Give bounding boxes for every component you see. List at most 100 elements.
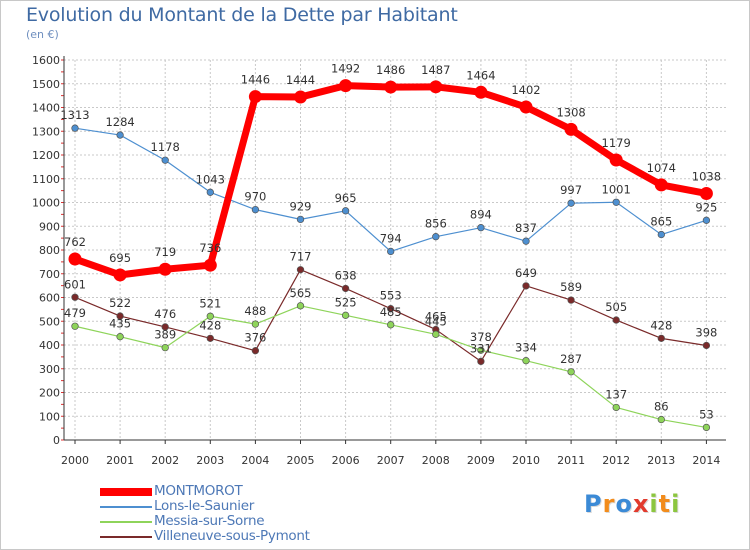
x-tick-label: 2000 [61, 454, 89, 467]
y-tick-label: 500 [39, 315, 60, 328]
data-point [612, 403, 620, 412]
y-tick-label: 1300 [32, 125, 60, 138]
data-label: 1284 [105, 115, 134, 129]
data-label: 1492 [331, 62, 360, 76]
data-label: 736 [199, 241, 221, 255]
data-label: 505 [605, 300, 627, 314]
legend-swatch [100, 488, 152, 496]
data-point [567, 368, 575, 376]
data-point [522, 282, 530, 290]
data-point [341, 311, 350, 319]
data-label: 589 [560, 280, 582, 294]
y-tick-label: 200 [39, 387, 60, 400]
y-tick-label: 600 [39, 292, 60, 305]
data-label: 1074 [647, 161, 676, 175]
data-label: 86 [654, 400, 669, 414]
y-tick-label: 0 [53, 434, 60, 447]
data-point [432, 330, 440, 338]
x-tick-label: 2006 [332, 454, 360, 467]
data-point [161, 343, 169, 352]
data-point [612, 198, 620, 206]
data-point [702, 423, 711, 432]
data-point [474, 85, 488, 99]
data-point [206, 334, 214, 343]
x-tick-label: 2004 [241, 454, 269, 467]
data-point [251, 320, 260, 328]
data-point [432, 233, 440, 241]
proxiti-logo: Proxiti [584, 490, 681, 518]
x-tick-label: 2002 [151, 454, 179, 467]
data-point [341, 284, 350, 293]
data-label: 929 [290, 199, 312, 213]
data-point [206, 312, 214, 320]
y-tick-label: 900 [39, 220, 60, 233]
data-label: 378 [470, 330, 492, 344]
x-tick-label: 2012 [602, 454, 630, 467]
data-point [251, 205, 260, 214]
data-label: 445 [425, 314, 447, 328]
data-point [519, 100, 533, 114]
data-point [702, 341, 711, 350]
data-label: 435 [109, 317, 131, 331]
data-label: 719 [154, 245, 176, 259]
legend-label: Lons-le-Saunier [154, 498, 254, 514]
data-point [477, 346, 485, 354]
data-point [654, 178, 668, 192]
data-label: 137 [605, 387, 627, 401]
data-point [116, 312, 124, 320]
data-label: 1402 [511, 83, 540, 97]
data-label: 476 [154, 307, 176, 321]
data-point [567, 199, 575, 207]
data-point [609, 153, 623, 167]
data-label: 376 [244, 331, 266, 345]
data-label: 1464 [466, 68, 495, 82]
data-label: 389 [154, 328, 176, 342]
data-point [657, 230, 665, 239]
data-label: 601 [64, 277, 86, 291]
data-point [296, 215, 305, 224]
data-point [71, 293, 79, 301]
y-tick-label: 400 [39, 339, 60, 352]
data-label: 717 [290, 250, 312, 264]
data-point [612, 316, 620, 324]
data-point [702, 216, 711, 224]
data-point [296, 266, 305, 274]
data-point [567, 296, 575, 304]
y-tick-label: 1200 [32, 149, 60, 162]
data-point [116, 131, 124, 139]
data-label: 488 [244, 304, 266, 318]
data-point [387, 247, 395, 256]
data-label: 465 [425, 310, 447, 324]
data-label: 398 [695, 325, 717, 339]
chart-subtitle: (en €) [26, 28, 59, 41]
data-point [387, 321, 395, 329]
data-label: 553 [380, 289, 402, 303]
data-point [68, 252, 82, 266]
x-tick-label: 2009 [467, 454, 495, 467]
data-point [522, 357, 530, 365]
y-tick-label: 1600 [32, 54, 60, 67]
data-label: 53 [699, 407, 714, 421]
data-label: 1444 [286, 73, 315, 87]
data-label: 428 [199, 318, 221, 332]
data-point [161, 323, 169, 331]
data-label: 525 [335, 295, 357, 309]
y-tick-label: 1500 [32, 78, 60, 91]
x-tick-label: 2001 [106, 454, 134, 467]
data-label: 1487 [421, 63, 450, 77]
data-label: 428 [650, 318, 672, 332]
y-tick-label: 1100 [32, 173, 60, 186]
data-point [384, 80, 398, 94]
legend-swatch [100, 521, 152, 523]
data-label: 331 [470, 341, 492, 355]
data-label: 1446 [241, 73, 270, 87]
data-label: 522 [109, 296, 131, 310]
data-label: 965 [335, 191, 357, 205]
data-label: 970 [244, 190, 266, 204]
data-label: 894 [470, 208, 492, 222]
data-label: 997 [560, 183, 582, 197]
data-label: 565 [290, 286, 312, 300]
data-point [294, 90, 307, 104]
data-label: 521 [199, 296, 221, 310]
